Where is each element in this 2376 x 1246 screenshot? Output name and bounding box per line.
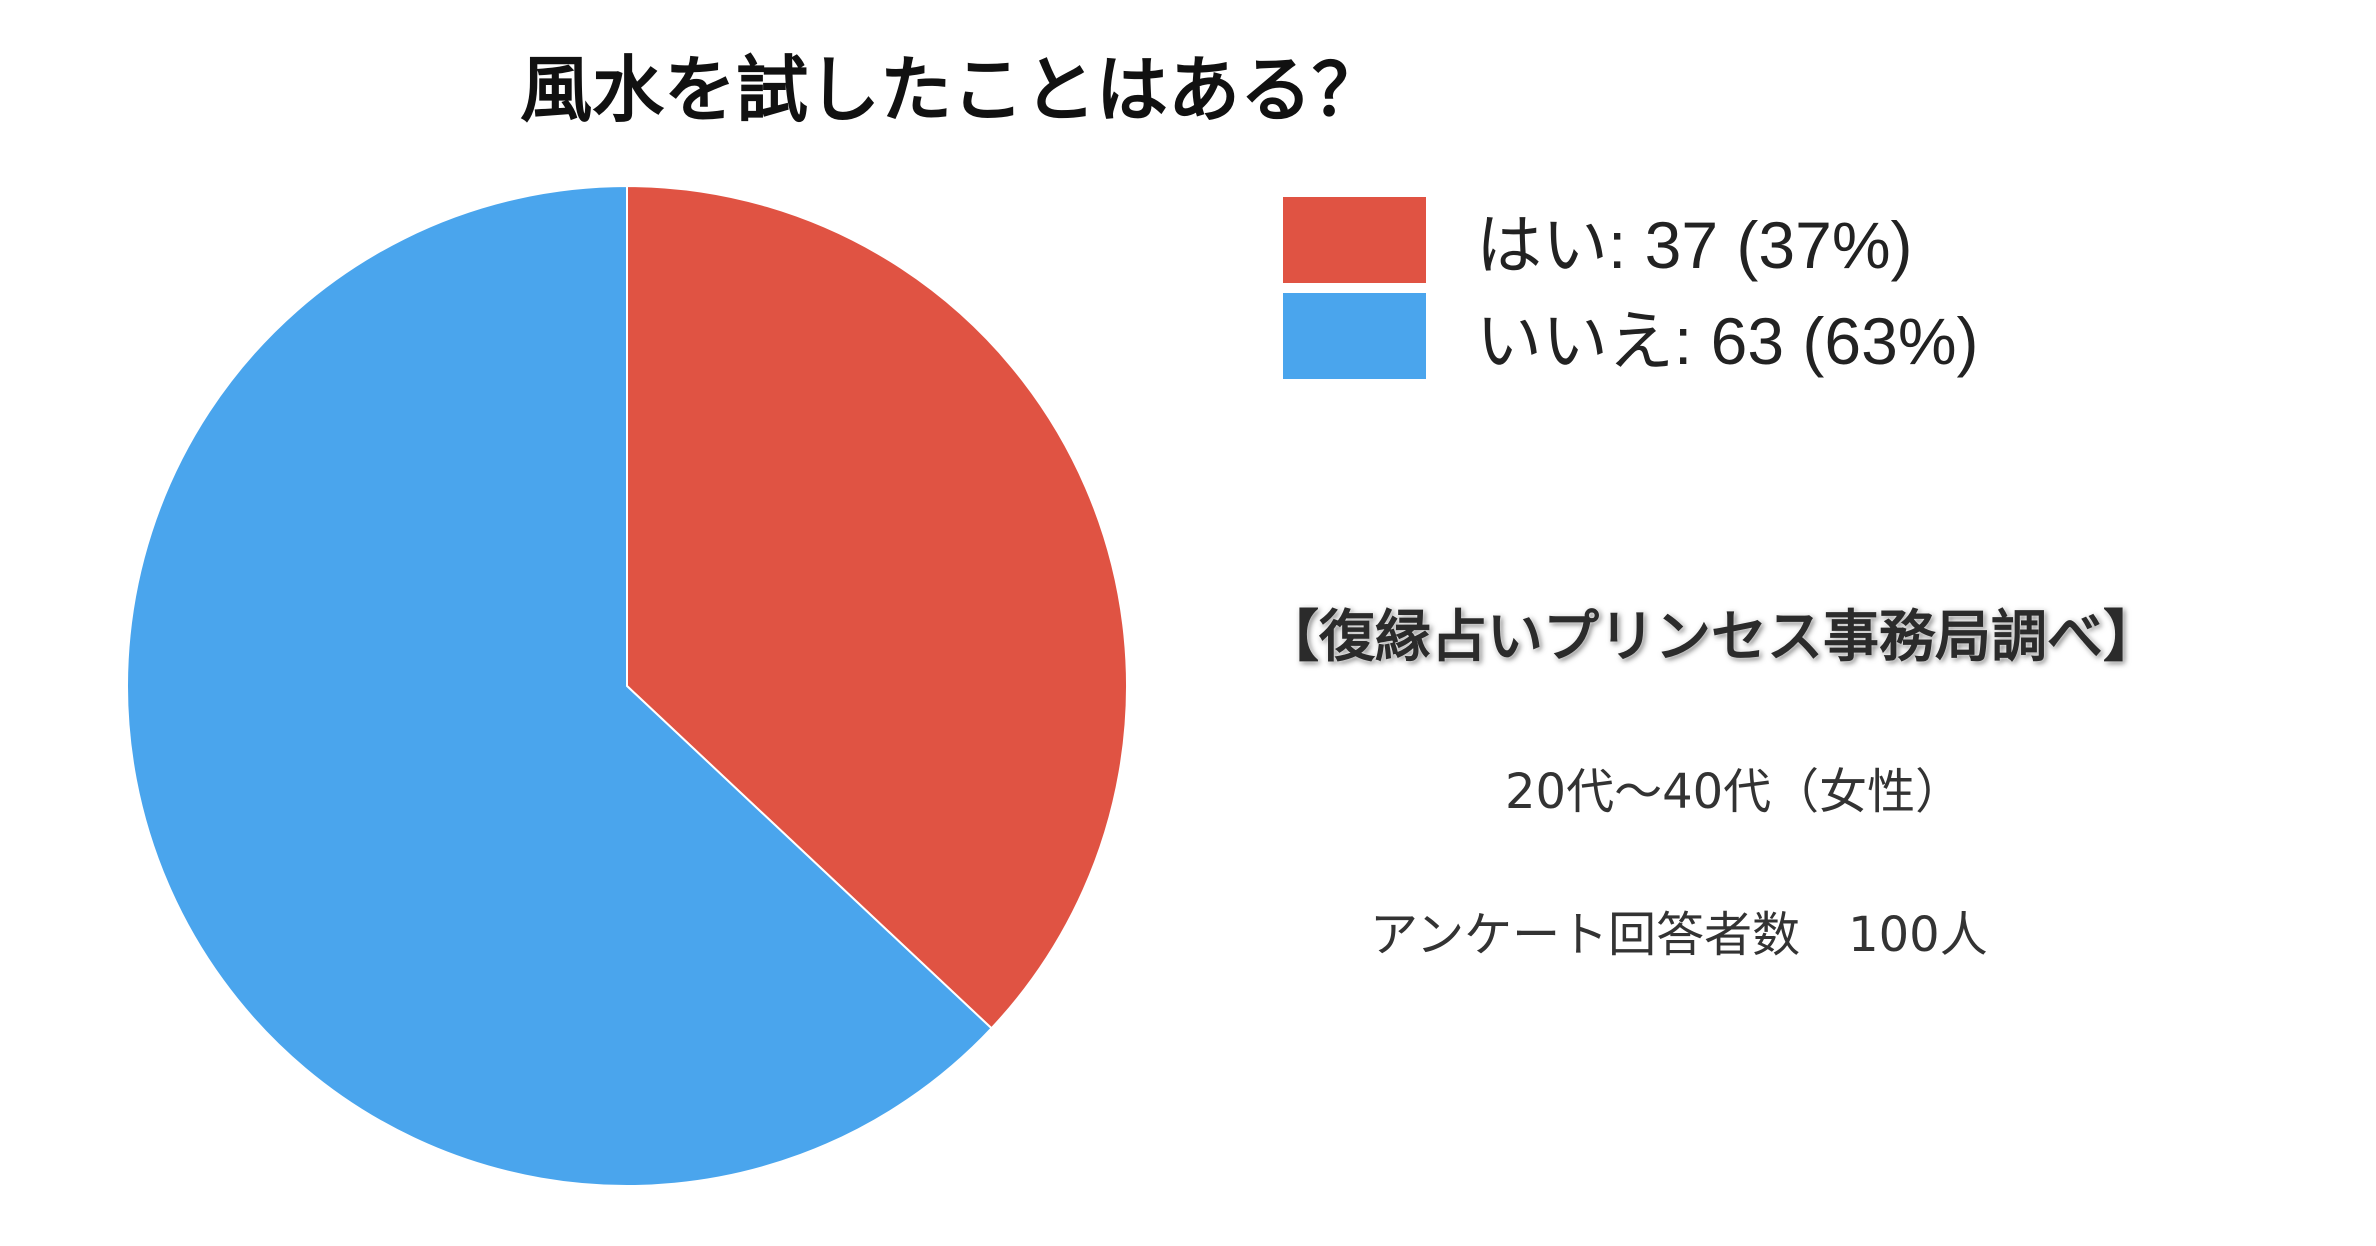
legend-swatch-yes (1283, 197, 1426, 283)
pie-chart (126, 184, 1128, 1187)
legend-label-yes: はい: 37 (37%) (1476, 208, 1913, 282)
source-note: 【復縁占いプリンセス事務局調べ】 (1263, 605, 2159, 670)
legend-item-no: いいえ: 63 (63%) (1283, 288, 1978, 384)
legend: はい: 37 (37%) いいえ: 63 (63%) (1283, 192, 1978, 384)
legend-swatch-no (1283, 293, 1426, 379)
pie-slice-no (126, 184, 993, 1187)
respondents-note: アンケート回答者数 100人 (1370, 907, 1988, 963)
pie-slice-yes (626, 184, 1128, 1030)
legend-label-no: いいえ: 63 (63%) (1476, 304, 1979, 378)
chart-title: 風水を試したことはある？ (520, 48, 1385, 132)
legend-item-yes: はい: 37 (37%) (1283, 192, 1978, 288)
age-range-note: 20代〜40代（女性） (1505, 764, 1964, 820)
